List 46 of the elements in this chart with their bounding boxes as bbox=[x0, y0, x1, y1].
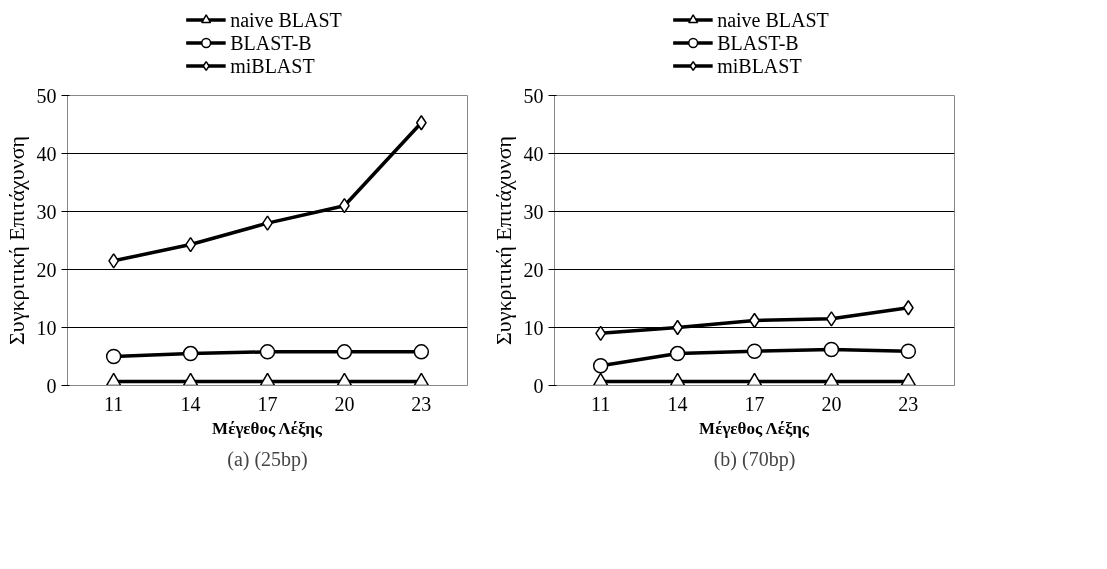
y-tick-label: 20 bbox=[36, 258, 57, 281]
point bbox=[259, 372, 276, 386]
point bbox=[108, 253, 120, 269]
point bbox=[182, 345, 199, 362]
point bbox=[105, 348, 122, 365]
legend-label: naive BLAST bbox=[717, 8, 829, 31]
legend-label: BLAST-B bbox=[717, 31, 799, 54]
y-tick-label: 50 bbox=[523, 84, 544, 107]
text: (b) (70bp) bbox=[713, 447, 796, 471]
point bbox=[415, 115, 427, 131]
y-tick-label: 40 bbox=[523, 142, 544, 165]
x-axis-title: Μέγεθος Λέξης bbox=[699, 418, 810, 438]
x-tick-label: 17 bbox=[257, 392, 278, 415]
text: (a) (25bp) bbox=[227, 447, 308, 471]
y-axis-title: Συγκριτική Επιτάχυνση bbox=[490, 135, 516, 346]
legend-label: naive BLAST bbox=[230, 8, 342, 31]
y-tick-label: 0 bbox=[533, 374, 544, 397]
point bbox=[259, 344, 276, 360]
point bbox=[105, 372, 122, 386]
legend-label: BLAST-B bbox=[230, 31, 312, 54]
y-tick-label: 50 bbox=[36, 84, 57, 107]
point bbox=[336, 344, 353, 360]
legend-label: miBLAST bbox=[230, 54, 315, 77]
y-tick-label: 40 bbox=[36, 142, 57, 165]
x-tick-label: 14 bbox=[180, 392, 201, 415]
point bbox=[336, 372, 353, 386]
legend-label: miBLAST bbox=[717, 54, 802, 77]
y-tick-label: 20 bbox=[523, 258, 544, 281]
x-tick-label: 11 bbox=[591, 392, 611, 415]
point bbox=[413, 344, 430, 360]
point bbox=[182, 372, 199, 386]
point bbox=[413, 372, 430, 386]
y-axis-title: Συγκριτική Επιτάχυνση bbox=[3, 135, 29, 346]
x-tick-label: 23 bbox=[898, 392, 919, 415]
x-tick-label: 23 bbox=[411, 392, 432, 415]
x-axis-title: Μέγεθος Λέξης bbox=[212, 418, 323, 438]
y-tick-label: 10 bbox=[523, 316, 544, 339]
y-tick-label: 30 bbox=[36, 200, 57, 223]
y-tick-label: 0 bbox=[46, 374, 57, 397]
x-tick-label: 11 bbox=[104, 392, 124, 415]
y-tick-label: 30 bbox=[523, 200, 544, 223]
x-tick-label: 20 bbox=[821, 392, 842, 415]
x-tick-label: 14 bbox=[667, 392, 688, 415]
x-tick-label: 17 bbox=[744, 392, 765, 415]
x-tick-label: 20 bbox=[334, 392, 355, 415]
y-tick-label: 10 bbox=[36, 316, 57, 339]
